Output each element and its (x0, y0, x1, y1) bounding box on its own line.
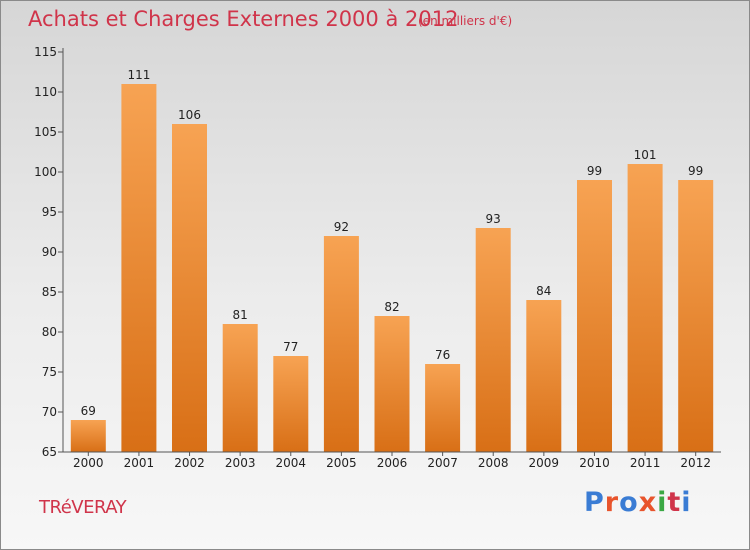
logo-letter: r (604, 487, 620, 518)
x-tick-label-2008: 2008 (478, 456, 509, 470)
data-label-2003: 81 (233, 308, 248, 322)
y-tick-label-110: 110 (34, 85, 57, 99)
bar-2002 (172, 124, 207, 452)
y-tick-label-90: 90 (42, 245, 57, 259)
y-tick-label-115: 115 (34, 45, 57, 59)
data-label-2006: 82 (384, 300, 399, 314)
bar-2001 (121, 84, 157, 452)
data-label-2011: 101 (634, 148, 657, 162)
bar-2004 (273, 356, 309, 452)
y-tick-label-100: 100 (34, 165, 57, 179)
data-label-2004: 77 (283, 340, 298, 354)
bar-2008 (475, 228, 511, 452)
logo-letter: x (638, 487, 658, 518)
bar-2009 (526, 300, 562, 452)
x-tick-label-2009: 2009 (529, 456, 560, 470)
data-label-2002: 106 (178, 108, 201, 122)
chart-title: Achats et Charges Externes 2000 à 2012 (28, 7, 459, 31)
x-tick-label-2011: 2011 (630, 456, 661, 470)
data-label-2005: 92 (334, 220, 349, 234)
logo-letter: o (619, 487, 639, 518)
y-tick-label-105: 105 (34, 125, 57, 139)
bar-2007 (425, 364, 461, 452)
data-label-2001: 111 (127, 68, 150, 82)
data-label-2007: 76 (435, 348, 450, 362)
x-tick-label-2004: 2004 (276, 456, 307, 470)
data-label-2009: 84 (536, 284, 551, 298)
bar-2006 (374, 316, 410, 452)
bar-2003 (222, 324, 258, 452)
logo-letter: P (584, 487, 605, 518)
axes-group: 2000 2001 2002 2003 2004 2005 2006 2007 2008 2009… (34, 45, 721, 470)
y-tick-label-70: 70 (42, 405, 57, 419)
bar-2000 (70, 420, 106, 452)
x-tick-label-2000: 2000 (73, 456, 104, 470)
x-tick-label-2002: 2002 (174, 456, 205, 470)
x-tick-label-2001: 2001 (124, 456, 155, 470)
logo-letter: t (667, 487, 682, 518)
x-tick-label-2006: 2006 (377, 456, 408, 470)
bar-2010 (577, 180, 612, 452)
bar-2011 (627, 164, 663, 452)
x-tick-label-2007: 2007 (427, 456, 458, 470)
y-tick-label-80: 80 (42, 325, 57, 339)
y-tick-label-75: 75 (42, 365, 57, 379)
proxiti-logo[interactable]: Proxiti (584, 487, 692, 518)
logo-letter: i (681, 487, 692, 518)
data-label-2010: 99 (587, 164, 602, 178)
y-tick-label-85: 85 (42, 285, 57, 299)
commune-name: TRéVERAY (39, 497, 127, 518)
data-label-2000: 69 (81, 404, 96, 418)
y-tick-label-65: 65 (42, 445, 57, 459)
data-label-2012: 99 (688, 164, 703, 178)
bar-2005 (323, 236, 359, 452)
x-tick-label-2003: 2003 (225, 456, 256, 470)
data-label-2008: 93 (486, 212, 501, 226)
logo-letter: i (657, 487, 668, 518)
x-tick-label-2012: 2012 (680, 456, 711, 470)
bars-group: 69 111 106 81 77 92 82 76 93 84 99 101 99 (70, 68, 714, 452)
chart-subtitle: (en milliers d'€) (418, 14, 513, 28)
x-tick-label-2005: 2005 (326, 456, 357, 470)
y-tick-label-95: 95 (42, 205, 57, 219)
bar-2012 (678, 180, 714, 452)
x-tick-label-2010: 2010 (579, 456, 610, 470)
